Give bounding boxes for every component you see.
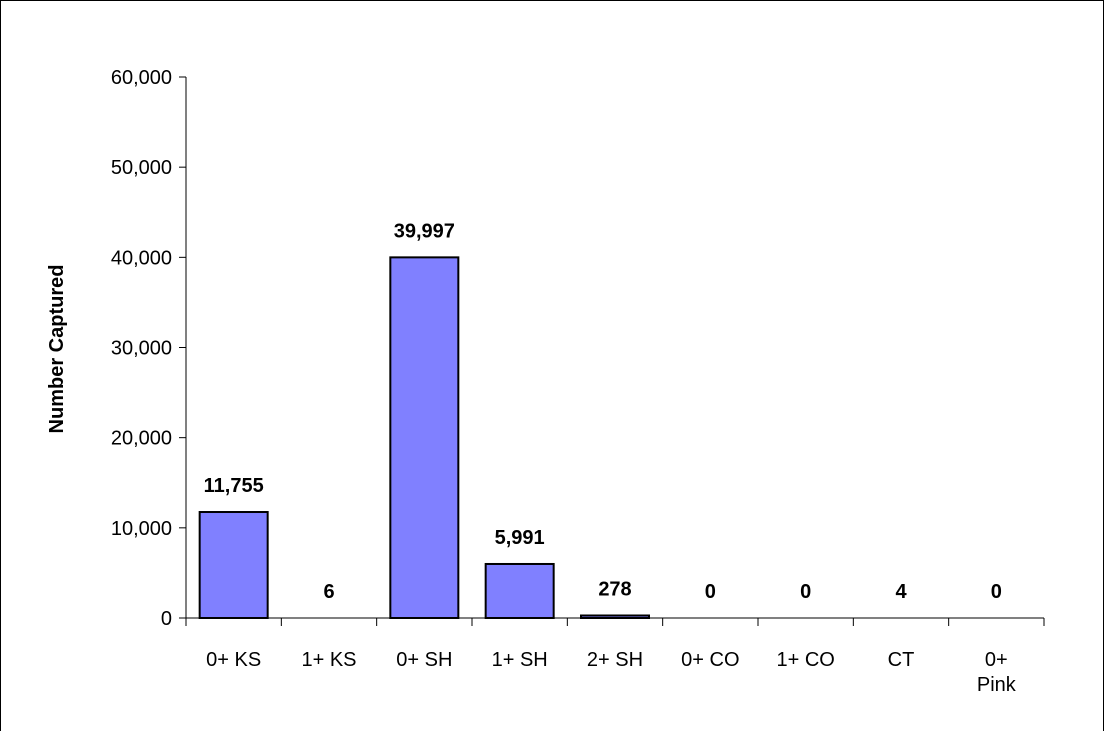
data-label: 0 [991, 581, 1002, 603]
y-tick-label: 50,000 [111, 157, 172, 179]
y-tick-label: 20,000 [111, 428, 172, 450]
data-label: 278 [598, 578, 631, 600]
y-tick-label: 40,000 [111, 247, 172, 269]
x-tick-label: 1+ SH [492, 649, 548, 671]
data-label: 6 [323, 581, 334, 603]
y-tick-label: 0 [161, 608, 172, 630]
bar [198, 511, 269, 620]
bar [580, 614, 650, 619]
x-tick-label: 1+ CO [776, 649, 834, 671]
data-label: 4 [895, 581, 907, 603]
x-tick-label: 0+ [985, 649, 1008, 671]
data-label: 39,997 [394, 220, 455, 242]
data-label: 0 [705, 581, 716, 603]
y-axis-title: Number Captured [46, 265, 68, 434]
bar [389, 256, 460, 619]
x-tick-label: 1+ KS [301, 649, 356, 671]
x-tick-label: Pink [977, 674, 1017, 696]
x-tick-label: 0+ CO [681, 649, 739, 671]
data-label: 11,755 [204, 475, 264, 497]
y-tick-label: 30,000 [111, 338, 172, 360]
y-tick-label: 60,000 [111, 67, 172, 89]
x-tick-label: 0+ SH [396, 649, 452, 671]
x-tick-label: 2+ SH [587, 649, 643, 671]
bar [484, 562, 555, 619]
data-label: 0 [800, 581, 811, 603]
x-tick-label: CT [888, 649, 915, 671]
x-tick-label: 0+ KS [206, 649, 261, 671]
data-label: 5,991 [495, 527, 545, 549]
y-tick-label: 10,000 [111, 518, 172, 540]
